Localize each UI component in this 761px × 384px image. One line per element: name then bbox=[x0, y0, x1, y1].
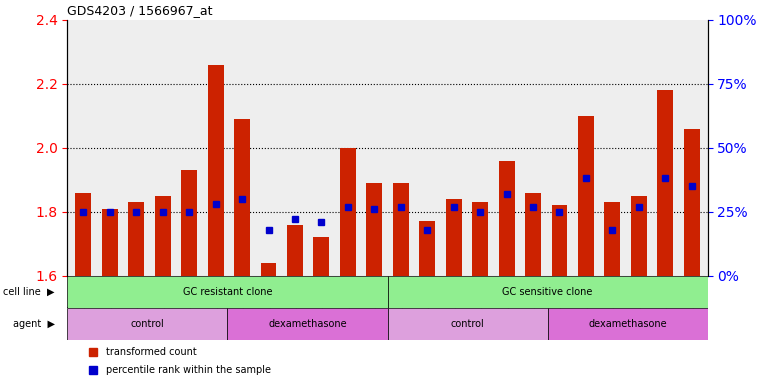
Text: GDS4203 / 1566967_at: GDS4203 / 1566967_at bbox=[68, 4, 213, 17]
Text: dexamethasone: dexamethasone bbox=[588, 319, 667, 329]
Bar bbox=[75, 192, 91, 276]
Bar bbox=[552, 205, 568, 276]
Bar bbox=[68, 308, 228, 340]
Bar bbox=[181, 170, 197, 276]
Bar bbox=[684, 129, 699, 276]
Text: dexamethasone: dexamethasone bbox=[268, 319, 347, 329]
Bar bbox=[631, 196, 647, 276]
Bar bbox=[498, 161, 514, 276]
Bar bbox=[260, 263, 276, 276]
Bar bbox=[340, 148, 356, 276]
Bar bbox=[604, 202, 620, 276]
Text: cell line  ▶: cell line ▶ bbox=[3, 287, 55, 297]
Text: agent  ▶: agent ▶ bbox=[13, 319, 55, 329]
Text: transformed count: transformed count bbox=[106, 347, 196, 357]
Bar bbox=[472, 202, 488, 276]
Bar bbox=[228, 308, 387, 340]
Bar bbox=[658, 90, 673, 276]
Bar bbox=[287, 225, 303, 276]
Text: GC resistant clone: GC resistant clone bbox=[183, 287, 272, 297]
Bar bbox=[578, 116, 594, 276]
Text: control: control bbox=[451, 319, 485, 329]
Bar bbox=[387, 308, 548, 340]
Bar bbox=[393, 183, 409, 276]
Bar bbox=[548, 308, 708, 340]
Bar bbox=[387, 276, 708, 308]
Bar bbox=[129, 202, 144, 276]
Bar bbox=[208, 65, 224, 276]
Bar bbox=[525, 192, 541, 276]
Text: GC sensitive clone: GC sensitive clone bbox=[502, 287, 593, 297]
Bar bbox=[234, 119, 250, 276]
Bar bbox=[154, 196, 170, 276]
Bar bbox=[419, 222, 435, 276]
Bar bbox=[102, 209, 118, 276]
Bar bbox=[68, 276, 387, 308]
Text: percentile rank within the sample: percentile rank within the sample bbox=[106, 365, 271, 375]
Bar bbox=[446, 199, 462, 276]
Bar bbox=[314, 237, 330, 276]
Text: control: control bbox=[131, 319, 164, 329]
Bar bbox=[366, 183, 382, 276]
